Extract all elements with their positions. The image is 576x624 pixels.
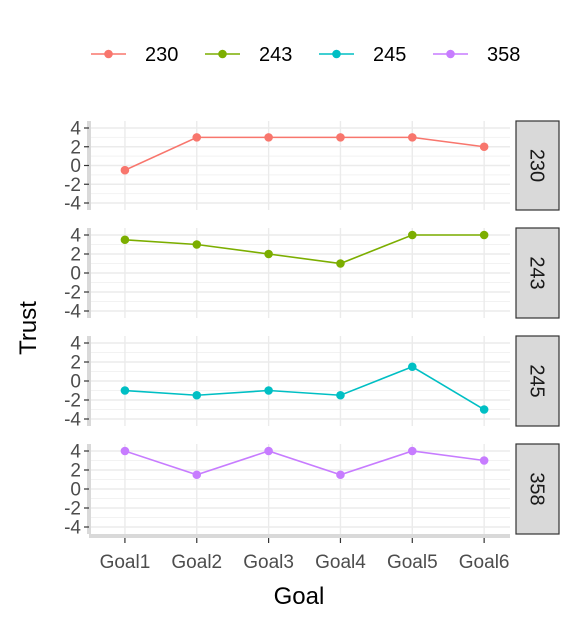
data-point-358-Goal1 bbox=[120, 446, 130, 456]
data-point-230-Goal2 bbox=[192, 133, 202, 142]
data-point-230-Goal4 bbox=[336, 133, 345, 142]
data-point-243-Goal5 bbox=[407, 230, 417, 240]
legend-label: 230 bbox=[145, 44, 178, 66]
y-tick-label: 0 bbox=[70, 480, 81, 501]
legend-label: 243 bbox=[259, 44, 292, 66]
legend: 230 243 245 358 bbox=[91, 44, 520, 66]
series-line-243 bbox=[124, 234, 485, 265]
y-tick-label: 2 bbox=[70, 137, 81, 158]
facet-panel-245: 420-2-4 245 bbox=[64, 334, 560, 431]
y-tick-label: 0 bbox=[70, 156, 81, 177]
y-tick-label: -2 bbox=[64, 391, 81, 412]
legend-item-230: 230 bbox=[91, 44, 178, 66]
data-point-230-Goal1 bbox=[120, 165, 130, 175]
x-tick-label: Goal2 bbox=[171, 552, 222, 573]
y-axis-title: Trust bbox=[15, 301, 42, 355]
data-point-245-Goal2 bbox=[192, 390, 202, 400]
legend-key-point bbox=[218, 49, 227, 59]
data-point-243-Goal1 bbox=[120, 235, 130, 245]
series-line-230 bbox=[124, 136, 485, 171]
data-point-245-Goal5 bbox=[407, 362, 417, 372]
legend-label: 245 bbox=[373, 44, 406, 66]
legend-item-243: 243 bbox=[205, 44, 292, 66]
x-axis-title: Goal bbox=[274, 583, 325, 610]
legend-key-point bbox=[104, 49, 113, 59]
y-tick-label: -4 bbox=[64, 410, 81, 431]
facet-strip bbox=[515, 335, 560, 427]
data-point-358-Goal6 bbox=[479, 456, 489, 465]
facet-strip-label: 243 bbox=[526, 256, 548, 289]
data-point-243-Goal4 bbox=[336, 259, 345, 268]
facet-panel-230: 420-2-4 230 bbox=[64, 119, 560, 215]
data-point-243-Goal3 bbox=[264, 249, 273, 259]
y-tick-label: -4 bbox=[64, 194, 81, 215]
facet-strip bbox=[515, 120, 560, 211]
facet-strip bbox=[515, 227, 560, 319]
x-tick-label: Goal1 bbox=[100, 552, 151, 573]
y-tick-label: -4 bbox=[64, 302, 81, 323]
legend-key-point bbox=[446, 49, 455, 59]
data-point-245-Goal6 bbox=[479, 405, 489, 414]
y-tick-label: 2 bbox=[70, 245, 81, 266]
x-tick-label: Goal5 bbox=[387, 552, 438, 573]
x-tick-label: Goal4 bbox=[315, 552, 366, 573]
x-tick-label: Goal3 bbox=[243, 552, 294, 573]
data-point-245-Goal3 bbox=[264, 386, 273, 395]
data-point-230-Goal3 bbox=[264, 133, 273, 142]
series-line-245 bbox=[124, 365, 485, 411]
facet-strip-label: 245 bbox=[526, 364, 548, 397]
data-point-358-Goal4 bbox=[336, 470, 345, 480]
y-tick-label: 4 bbox=[70, 226, 81, 247]
facet-strip-label: 230 bbox=[526, 149, 548, 182]
y-tick-label: -4 bbox=[64, 518, 81, 539]
facet-panel-358: 420-2-4 358 bbox=[64, 442, 560, 539]
legend-key-point bbox=[332, 49, 341, 59]
data-point-243-Goal2 bbox=[192, 240, 202, 249]
y-tick-label: 0 bbox=[70, 264, 81, 285]
data-point-358-Goal3 bbox=[264, 446, 273, 456]
y-tick-label: 2 bbox=[70, 353, 81, 374]
y-tick-label: 4 bbox=[70, 442, 81, 463]
facet-strip-label: 358 bbox=[526, 472, 548, 505]
y-tick-label: 4 bbox=[70, 119, 81, 140]
data-point-245-Goal4 bbox=[336, 390, 345, 400]
y-tick-label: 4 bbox=[70, 334, 81, 355]
legend-label: 358 bbox=[487, 44, 520, 66]
facet-strip bbox=[515, 443, 560, 535]
y-tick-label: -2 bbox=[64, 283, 81, 304]
y-tick-label: -2 bbox=[64, 175, 81, 196]
y-tick-label: -2 bbox=[64, 499, 81, 520]
data-point-243-Goal6 bbox=[479, 230, 489, 240]
facet-panel-243: 420-2-4 243 bbox=[64, 226, 560, 323]
legend-item-245: 245 bbox=[319, 44, 406, 66]
legend-item-358: 358 bbox=[433, 44, 520, 66]
series-line-358 bbox=[124, 450, 485, 476]
data-point-230-Goal6 bbox=[479, 142, 489, 152]
y-tick-label: 2 bbox=[70, 461, 81, 482]
data-point-245-Goal1 bbox=[120, 386, 130, 395]
data-point-230-Goal5 bbox=[407, 133, 417, 142]
data-point-358-Goal2 bbox=[192, 470, 202, 480]
x-axis: Goal1 Goal2 Goal3 Goal4 Goal5 Goal6 bbox=[89, 534, 510, 573]
y-tick-label: 0 bbox=[70, 372, 81, 393]
data-point-358-Goal5 bbox=[407, 446, 417, 456]
x-tick-label: Goal6 bbox=[459, 552, 510, 573]
